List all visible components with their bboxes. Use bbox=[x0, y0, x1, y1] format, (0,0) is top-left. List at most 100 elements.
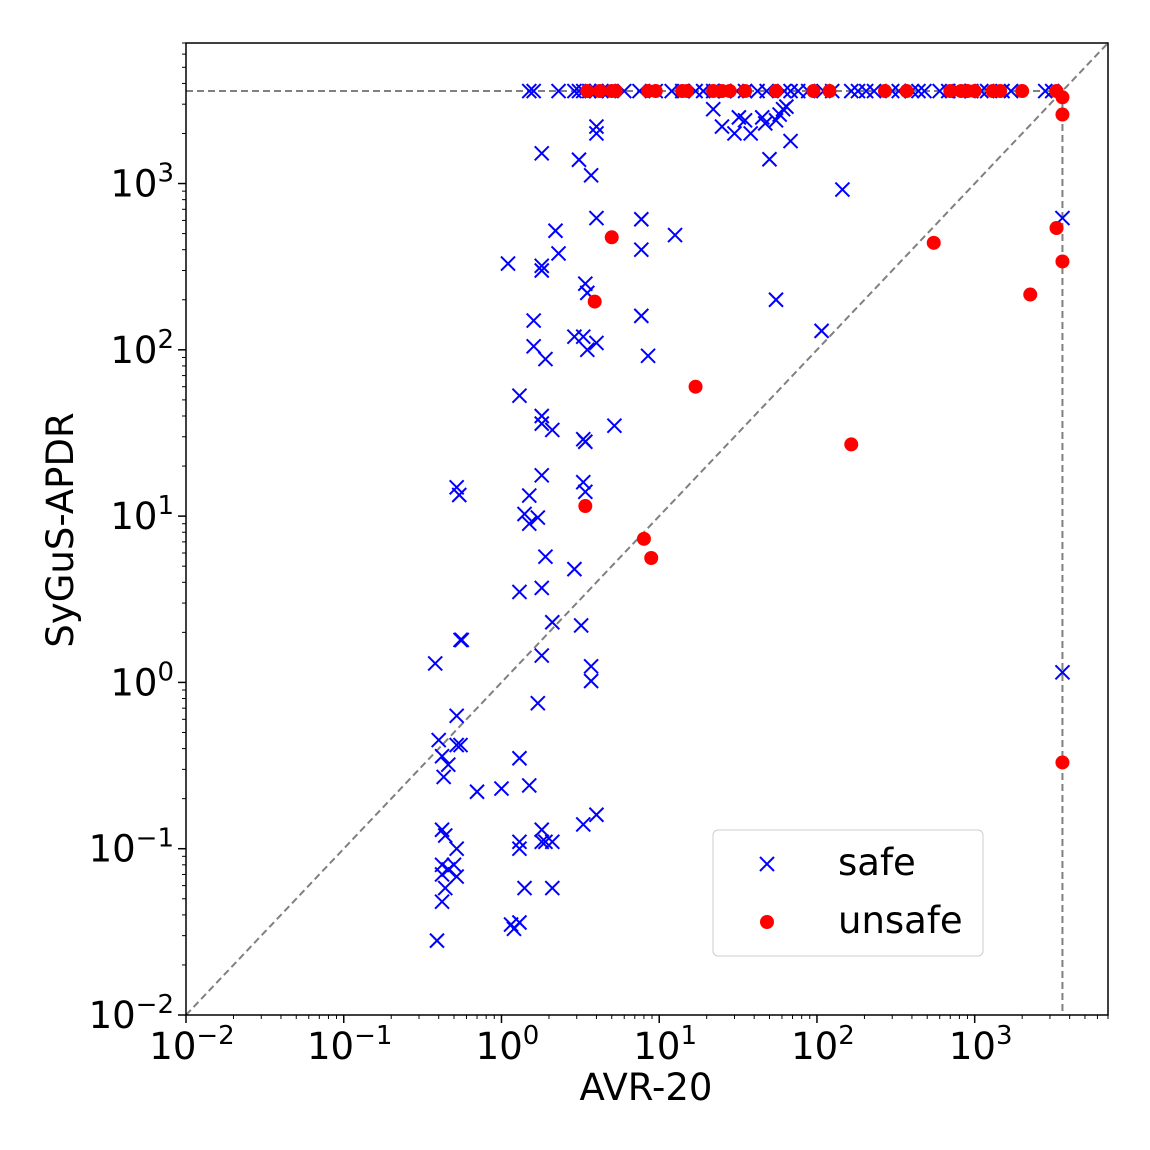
point-safe-152-stroke-b bbox=[768, 292, 784, 308]
point-safe-51-stroke-b bbox=[571, 152, 587, 168]
point-safe-139-stroke-b bbox=[726, 125, 743, 142]
x-tick-base: 10 bbox=[791, 1025, 838, 1068]
point-safe-117 bbox=[537, 834, 554, 850]
point-safe-135 bbox=[511, 914, 528, 931]
point-safe-110-stroke-b bbox=[493, 780, 510, 797]
point-safe-89-stroke-b bbox=[566, 561, 583, 577]
y-tick-exponent: 3 bbox=[157, 159, 174, 189]
x-tick-base: 10 bbox=[307, 1025, 354, 1068]
point-safe-138 bbox=[714, 118, 730, 135]
point-safe-68-stroke-b bbox=[579, 342, 596, 358]
point-safe-143-stroke-b bbox=[754, 109, 770, 126]
point-safe-104-stroke-b bbox=[452, 737, 469, 753]
x-tick-base: 10 bbox=[949, 1025, 996, 1068]
y-tick-exponent: −1 bbox=[136, 824, 174, 854]
point-safe-113 bbox=[511, 834, 528, 850]
point-safe-64 bbox=[633, 308, 650, 324]
point-safe-127 bbox=[446, 857, 462, 873]
legend-frame bbox=[712, 829, 984, 957]
point-safe-81 bbox=[575, 474, 591, 490]
point-safe-62 bbox=[577, 275, 594, 292]
point-safe-108-stroke-b bbox=[435, 769, 452, 785]
point-safe-139 bbox=[726, 125, 743, 142]
point-safe-91 bbox=[511, 584, 528, 600]
legend-label-unsafe: unsafe bbox=[838, 899, 963, 942]
point-unsafe-7 bbox=[679, 84, 694, 99]
point-safe-75-stroke-b bbox=[534, 415, 550, 432]
x-tick-label: 100 bbox=[476, 1021, 540, 1068]
point-safe-118-stroke-b bbox=[544, 834, 561, 850]
point-safe-114-stroke-b bbox=[511, 840, 528, 857]
point-safe-104 bbox=[452, 737, 469, 753]
point-safe-89 bbox=[566, 561, 583, 577]
point-safe-37 bbox=[916, 83, 933, 99]
point-safe-122-stroke-b bbox=[437, 827, 453, 844]
point-safe-85 bbox=[521, 516, 537, 532]
point-safe-130-stroke-b bbox=[434, 894, 450, 910]
point-safe-85-stroke-b bbox=[521, 516, 537, 532]
point-safe-90-stroke-b bbox=[537, 549, 554, 565]
legend-safe-marker bbox=[759, 856, 775, 872]
point-safe-141 bbox=[737, 112, 753, 129]
x-tick-base: 10 bbox=[633, 1025, 680, 1068]
point-safe-151-stroke-b bbox=[834, 181, 851, 198]
diagonal-reference-line bbox=[186, 43, 1108, 1015]
point-safe-54-stroke-b bbox=[547, 223, 564, 239]
point-unsafe-14 bbox=[822, 84, 837, 99]
point-safe-99-stroke-b bbox=[583, 658, 599, 675]
point-safe-113-stroke-b bbox=[511, 834, 528, 850]
point-safe-123 bbox=[448, 840, 465, 857]
point-safe-119-stroke-b bbox=[575, 816, 591, 833]
point-safe-74-stroke-b bbox=[534, 408, 550, 424]
point-unsafe-15 bbox=[877, 84, 892, 99]
point-safe-112-stroke-b bbox=[521, 777, 537, 794]
point-unsafe-1 bbox=[592, 84, 607, 99]
point-safe-50-stroke-b bbox=[583, 167, 599, 184]
point-safe-48 bbox=[588, 118, 605, 135]
point-safe-97-stroke-b bbox=[427, 655, 443, 672]
point-safe-108 bbox=[435, 769, 452, 785]
point-safe-150-stroke-b bbox=[782, 133, 799, 149]
x-tick-label: 101 bbox=[633, 1021, 697, 1068]
point-safe-88 bbox=[451, 487, 467, 503]
point-unsafe-16 bbox=[899, 84, 914, 99]
point-safe-93 bbox=[544, 614, 561, 630]
point-safe-62-stroke-b bbox=[577, 275, 594, 292]
point-safe-69 bbox=[588, 335, 605, 351]
point-unsafe-26 bbox=[1055, 107, 1070, 122]
y-tick-base: 10 bbox=[110, 495, 157, 538]
point-safe-2-stroke-b bbox=[550, 83, 567, 99]
point-safe-53-stroke-b bbox=[588, 210, 605, 226]
point-safe-119 bbox=[575, 816, 591, 833]
point-safe-73-stroke-b bbox=[511, 387, 528, 404]
point-safe-98 bbox=[534, 647, 550, 664]
point-safe-149 bbox=[778, 98, 795, 115]
point-safe-59 bbox=[633, 211, 650, 227]
point-safe-83-stroke-b bbox=[521, 487, 537, 504]
point-safe-153-stroke-b bbox=[813, 323, 830, 339]
point-safe-142 bbox=[742, 125, 759, 142]
y-tick-label: 100 bbox=[110, 657, 174, 704]
point-safe-59-stroke-b bbox=[633, 211, 650, 227]
point-unsafe-38 bbox=[1055, 755, 1070, 770]
x-tick-label: 10−1 bbox=[307, 1021, 392, 1068]
point-unsafe-35 bbox=[578, 499, 593, 514]
y-tick-exponent: 0 bbox=[157, 657, 174, 687]
point-unsafe-36 bbox=[636, 531, 651, 546]
point-unsafe-5 bbox=[648, 84, 663, 99]
point-unsafe-0 bbox=[580, 84, 595, 99]
point-safe-142-stroke-b bbox=[742, 125, 759, 142]
point-safe-109 bbox=[469, 784, 485, 800]
point-safe-103-stroke-b bbox=[448, 737, 465, 753]
point-safe-70 bbox=[525, 338, 542, 355]
point-safe-55 bbox=[550, 245, 567, 262]
point-safe-137-stroke-b bbox=[705, 101, 721, 117]
point-safe-64-stroke-b bbox=[633, 308, 650, 324]
point-safe-79-stroke-b bbox=[606, 417, 623, 434]
point-safe-73 bbox=[511, 387, 528, 404]
point-safe-105 bbox=[431, 732, 447, 748]
point-safe-138-stroke-b bbox=[714, 118, 730, 135]
point-safe-71 bbox=[537, 351, 554, 367]
point-unsafe-33 bbox=[604, 230, 619, 245]
point-safe-0 bbox=[521, 83, 537, 99]
